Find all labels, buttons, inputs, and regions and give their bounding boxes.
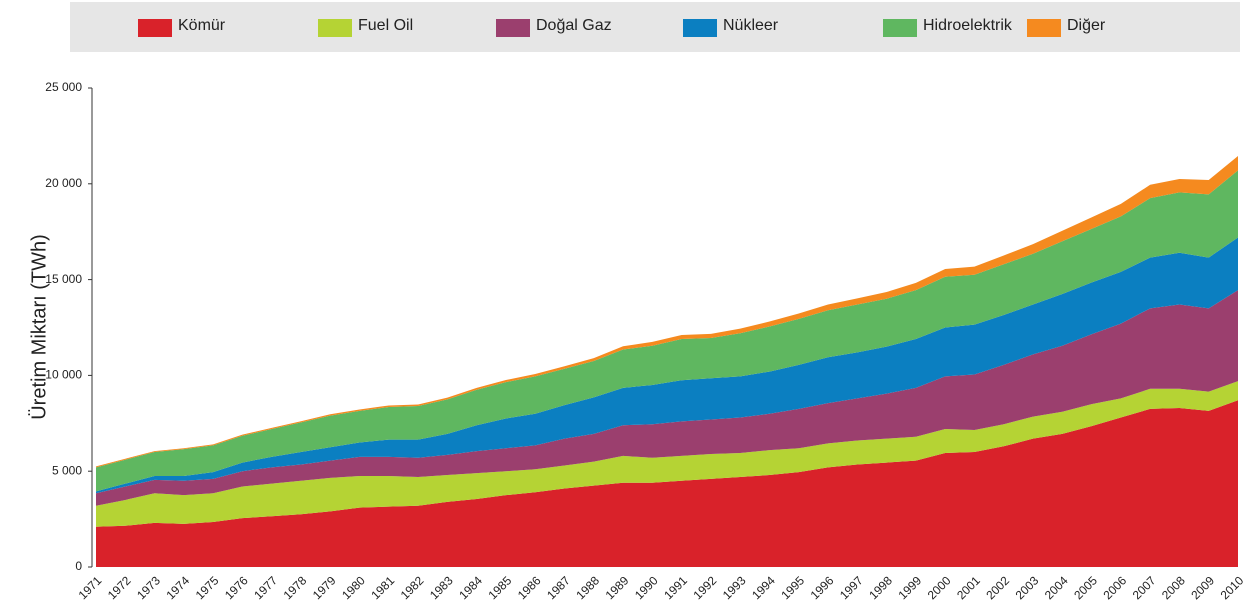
x-tick-label: 1999 xyxy=(895,573,924,602)
area xyxy=(96,290,1238,506)
x-tick-label: 1971 xyxy=(76,573,105,602)
y-tick-label: 25 000 xyxy=(45,80,82,94)
legend-swatch xyxy=(883,19,917,37)
x-tick-label: 1989 xyxy=(603,573,632,602)
x-tick-label: 1984 xyxy=(456,573,485,602)
x-tick-label: 1985 xyxy=(486,573,515,602)
x-tick-label: 1997 xyxy=(837,573,866,602)
x-tick-label: 2007 xyxy=(1130,573,1159,602)
y-tick-label: 10 000 xyxy=(45,368,82,382)
area xyxy=(96,381,1238,527)
area xyxy=(96,170,1238,492)
x-tick-label: 1977 xyxy=(251,573,280,602)
x-tick-label: 1972 xyxy=(105,573,134,602)
legend-label: Fuel Oil xyxy=(358,17,413,34)
legend-swatch xyxy=(1027,19,1061,37)
y-tick-label: 20 000 xyxy=(45,176,82,190)
y-tick-label: 5 000 xyxy=(52,463,82,477)
area xyxy=(96,400,1238,567)
x-tick-label: 1974 xyxy=(163,573,192,602)
x-tick-label: 1992 xyxy=(691,573,720,602)
x-tick-label: 1990 xyxy=(632,573,661,602)
x-tick-label: 1979 xyxy=(310,573,339,602)
y-axis-label: Üretim Miktarı (TWh) xyxy=(28,234,50,420)
x-tick-label: 1983 xyxy=(427,573,456,602)
x-tick-label: 1987 xyxy=(544,573,573,602)
legend-label: Nükleer xyxy=(723,17,779,34)
legend-label: Hidroelektrik xyxy=(923,17,1013,34)
x-tick-label: 1973 xyxy=(134,573,163,602)
x-tick-label: 2006 xyxy=(1100,573,1129,602)
x-tick-label: 1998 xyxy=(866,573,895,602)
legend-swatch xyxy=(318,19,352,37)
legend-label: Diğer xyxy=(1067,17,1106,34)
x-tick-label: 2001 xyxy=(954,573,983,602)
x-tick-label: 1996 xyxy=(808,573,837,602)
x-tick-label: 2008 xyxy=(1159,573,1188,602)
legend-swatch xyxy=(138,19,172,37)
x-tick-label: 1975 xyxy=(193,573,222,602)
x-tick-label: 1988 xyxy=(573,573,602,602)
x-tick-label: 2004 xyxy=(1042,573,1071,602)
x-tick-label: 1993 xyxy=(720,573,749,602)
x-tick-label: 1976 xyxy=(222,573,251,602)
x-tick-label: 2010 xyxy=(1218,573,1247,602)
x-tick-label: 1995 xyxy=(778,573,807,602)
legend-swatch xyxy=(683,19,717,37)
legend-swatch xyxy=(496,19,530,37)
x-tick-label: 2009 xyxy=(1188,573,1217,602)
x-tick-label: 1994 xyxy=(749,573,778,602)
y-tick-label: 0 xyxy=(75,559,82,573)
legend-label: Kömür xyxy=(178,17,226,34)
legend-background xyxy=(70,2,1240,52)
x-tick-label: 1981 xyxy=(368,573,397,602)
x-tick-label: 2005 xyxy=(1071,573,1100,602)
x-tick-label: 1982 xyxy=(398,573,427,602)
x-tick-label: 1986 xyxy=(515,573,544,602)
x-tick-label: 1978 xyxy=(281,573,310,602)
legend-label: Doğal Gaz xyxy=(536,17,612,34)
x-tick-label: 2002 xyxy=(983,573,1012,602)
x-tick-label: 1991 xyxy=(661,573,690,602)
x-tick-label: 2003 xyxy=(1013,573,1042,602)
y-tick-label: 15 000 xyxy=(45,272,82,286)
x-tick-label: 1980 xyxy=(339,573,368,602)
x-tick-label: 2000 xyxy=(925,573,954,602)
